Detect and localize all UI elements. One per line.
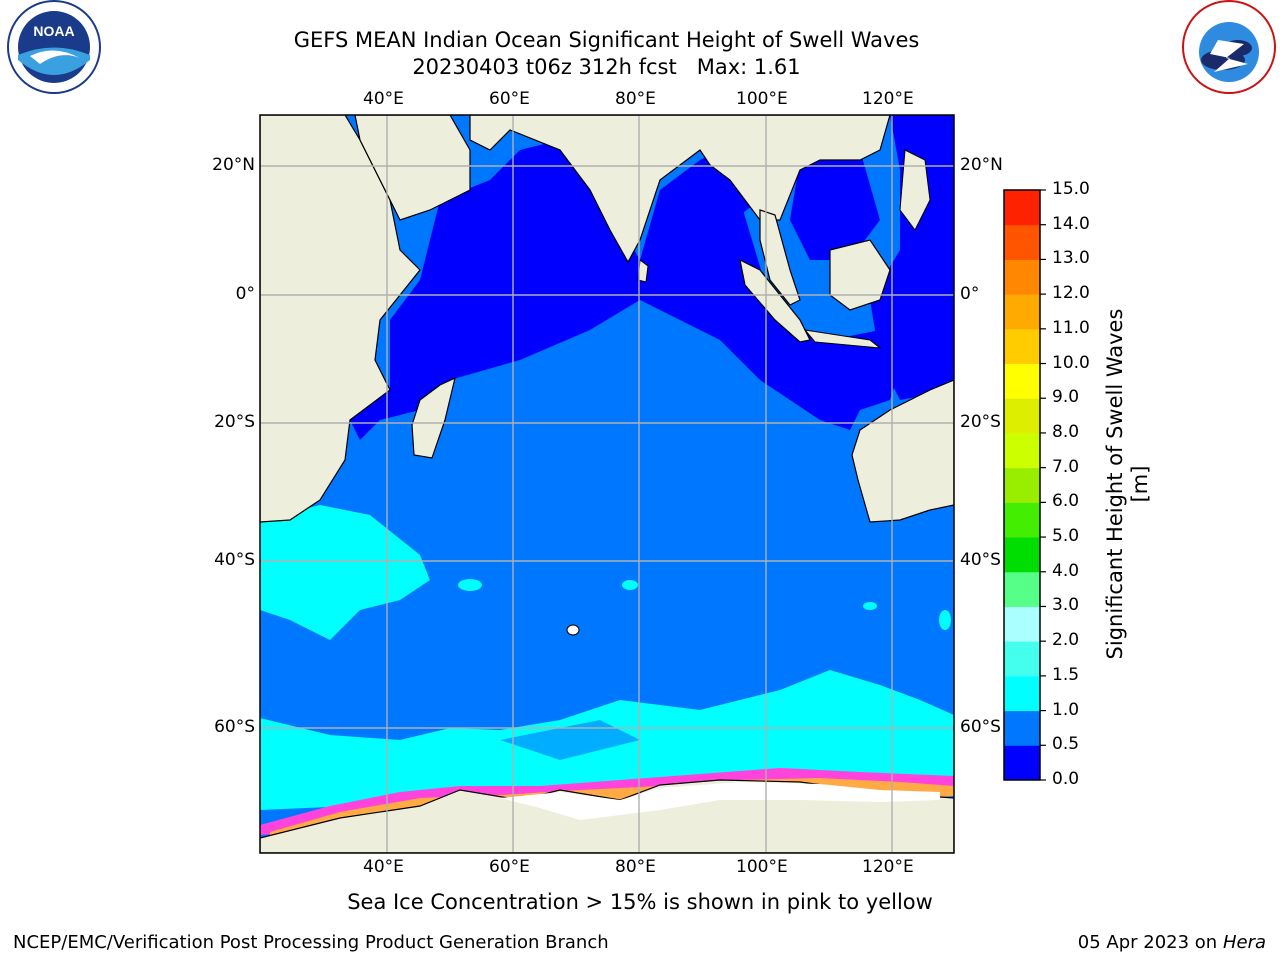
colorbar-tick-label: 12.0 <box>1052 283 1090 304</box>
colorbar-segment <box>1004 259 1040 295</box>
lat-tick-left: 20°N <box>212 155 255 175</box>
nws-logo <box>1182 0 1276 94</box>
lon-tick-top: 40°E <box>363 89 404 109</box>
lat-tick-right: 40°S <box>960 550 1001 570</box>
footer-credit: NCEP/EMC/Verification Post Processing Pr… <box>13 932 609 953</box>
lon-tick-top: 80°E <box>615 89 656 109</box>
lon-tick-bottom: 100°E <box>736 857 788 877</box>
colorbar-frame <box>1003 189 1041 781</box>
colorbar-tick-label: 14.0 <box>1052 213 1090 234</box>
colorbar-segment <box>1004 641 1040 677</box>
colorbar-tick-label: 1.0 <box>1052 699 1080 720</box>
colorbar <box>1003 189 1046 781</box>
colorbar-segment <box>1004 606 1040 642</box>
chart-subtitle: 20230403 t06z 312h fcst Max: 1.61 <box>412 55 801 79</box>
colorbar-segment <box>1004 363 1040 399</box>
colorbar-tick-label: 3.0 <box>1052 595 1080 616</box>
colorbar-segment <box>1004 432 1040 469</box>
footer-date-text: 05 Apr 2023 on <box>1077 932 1218 953</box>
colorbar-tick-label: 1.5 <box>1052 664 1080 685</box>
colorbar-segment <box>1004 675 1040 712</box>
colorbar-tick-label: 4.0 <box>1052 560 1080 581</box>
colorbar-tick-label: 10.0 <box>1052 352 1090 373</box>
lon-tick-top: 120°E <box>862 89 914 109</box>
colorbar-segment <box>1004 710 1040 746</box>
lon-tick-top: 100°E <box>736 89 788 109</box>
lat-tick-right: 60°S <box>960 717 1001 737</box>
lat-tick-left: 0° <box>235 284 255 304</box>
colorbar-tick-label: 0.5 <box>1052 734 1080 755</box>
colorbar-tick-label: 2.0 <box>1052 630 1080 651</box>
colorbar-tick-label: 9.0 <box>1052 387 1080 408</box>
colorbar-tick-label: 8.0 <box>1052 421 1080 442</box>
colorbar-tick-label: 11.0 <box>1052 317 1090 338</box>
lon-tick-bottom: 40°E <box>363 857 404 877</box>
chart-title: GEFS MEAN Indian Ocean Significant Heigh… <box>293 28 920 52</box>
colorbar-tick-label: 0.0 <box>1052 769 1080 789</box>
footer-machine: Hera <box>1222 932 1266 953</box>
colorbar-segment <box>1004 571 1040 607</box>
colorbar-segment <box>1004 398 1040 434</box>
colorbar-segment <box>1004 745 1040 781</box>
lat-tick-right: 0° <box>960 284 980 304</box>
colorbar-segment <box>1004 467 1040 503</box>
colorbar-segment <box>1004 224 1040 260</box>
lat-tick-left: 20°S <box>214 412 255 432</box>
sea-ice-caption: Sea Ice Concentration > 15% is shown in … <box>347 890 933 914</box>
colorbar-segment <box>1004 502 1040 538</box>
lat-tick-right: 20°N <box>960 155 1003 175</box>
lon-tick-bottom: 80°E <box>615 857 656 877</box>
colorbar-segment <box>1004 294 1040 330</box>
lon-tick-bottom: 120°E <box>862 857 914 877</box>
colorbar-segment <box>1004 328 1040 365</box>
footer-date: 05 Apr 2023 on Hera <box>1078 932 1266 953</box>
lon-tick-bottom: 60°E <box>489 857 530 877</box>
map-frame <box>259 114 955 854</box>
noaa-logo: NOAA <box>7 0 101 94</box>
colorbar-tick-label: 13.0 <box>1052 248 1090 269</box>
colorbar-tick-label: 15.0 <box>1052 179 1090 199</box>
lat-tick-left: 60°S <box>214 717 255 737</box>
svg-text:NOAA: NOAA <box>33 23 74 39</box>
colorbar-segment <box>1004 537 1040 573</box>
colorbar-segment <box>1004 190 1040 226</box>
colorbar-tick-label: 7.0 <box>1052 456 1080 477</box>
lon-tick-top: 60°E <box>489 89 530 109</box>
colorbar-tick-label: 6.0 <box>1052 491 1080 512</box>
colorbar-label: Significant Height of Swell Waves [m] <box>1103 308 1152 660</box>
lat-tick-right: 20°S <box>960 412 1001 432</box>
lat-tick-left: 40°S <box>214 550 255 570</box>
colorbar-tick-label: 5.0 <box>1052 526 1080 547</box>
